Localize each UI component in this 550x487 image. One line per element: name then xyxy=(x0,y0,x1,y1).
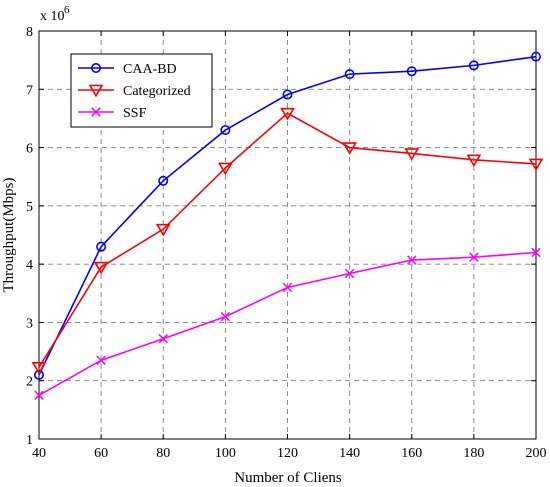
data-point-caa-bd xyxy=(468,60,479,71)
y-tick-label: 2 xyxy=(26,375,33,390)
x-tick-label: 180 xyxy=(463,446,484,461)
data-point-ssf xyxy=(407,255,417,265)
marker-stroke xyxy=(91,107,101,117)
y-tick-label: 4 xyxy=(26,258,33,273)
y-tick-label: 3 xyxy=(26,316,33,331)
y-tick-label: 1 xyxy=(26,433,33,448)
y-tick-label: 8 xyxy=(26,25,33,40)
data-point-categorized xyxy=(93,261,109,275)
series-layer xyxy=(31,51,544,401)
x-tick-label: 200 xyxy=(526,446,547,461)
x-axis-title: Number of Cliens xyxy=(234,470,342,486)
x-tick-label: 40 xyxy=(32,446,46,461)
x-tick-label: 140 xyxy=(339,446,360,461)
x-tick-label: 60 xyxy=(94,446,108,461)
marker-stroke xyxy=(344,268,355,279)
data-point-ssf xyxy=(469,252,479,262)
marker-stroke xyxy=(469,252,479,262)
ticks: 40 60 80 100 120 140 160 180 200 1 2 3 4 5 6 7 8 xyxy=(26,25,547,461)
data-point-ssf xyxy=(282,282,293,293)
marker-stroke xyxy=(96,355,106,366)
data-point-categorized xyxy=(280,107,295,121)
data-point-caa-bd xyxy=(282,89,293,100)
series-line-categorized xyxy=(38,112,537,368)
data-point-caa-bd xyxy=(158,175,169,186)
data-point-caa-bd xyxy=(530,51,541,62)
data-point-caa-bd xyxy=(220,125,231,136)
legend-marker-ssf xyxy=(91,107,101,117)
y-tick-label: 5 xyxy=(26,200,33,215)
data-point-categorized xyxy=(155,223,171,237)
data-point-caa-bd xyxy=(406,66,417,77)
data-point-categorized xyxy=(31,362,47,375)
marker-stroke xyxy=(34,390,44,401)
legend: CAA-BD Categorized SSF xyxy=(70,53,213,128)
data-point-ssf xyxy=(344,268,355,279)
data-point-categorized xyxy=(528,158,544,172)
y-tick-label: 7 xyxy=(26,83,33,98)
data-point-caa-bd xyxy=(96,241,107,252)
data-point-caa-bd xyxy=(344,69,355,80)
marker-stroke xyxy=(407,255,417,265)
data-point-ssf xyxy=(531,247,541,258)
legend-marker-caa-bd xyxy=(91,62,102,73)
marker-stroke xyxy=(158,334,168,344)
x-tick-label: 120 xyxy=(277,446,298,461)
data-point-ssf xyxy=(96,355,106,366)
series-line-caa-bd xyxy=(38,55,537,376)
y-multiplier-exponent: 6 xyxy=(64,4,70,16)
data-point-categorized xyxy=(466,154,482,168)
legend-label-categorized: Categorized xyxy=(123,84,191,99)
x-tick-label: 160 xyxy=(401,446,422,461)
data-point-ssf xyxy=(220,311,231,322)
x-tick-label: 100 xyxy=(215,446,236,461)
data-point-ssf xyxy=(158,334,168,344)
data-point-categorized xyxy=(217,162,233,176)
x-tick-label: 80 xyxy=(156,446,170,461)
data-point-categorized xyxy=(404,148,420,161)
marker-stroke xyxy=(282,282,293,293)
y-multiplier-base: x 10 xyxy=(40,9,65,24)
y-tick-label: 6 xyxy=(26,142,33,157)
legend-label-ssf: SSF xyxy=(123,106,147,121)
data-point-caa-bd xyxy=(33,369,44,380)
y-axis-title: Throughput(Mbps) xyxy=(1,178,17,293)
marker-stroke xyxy=(220,311,231,322)
data-point-categorized xyxy=(342,142,358,155)
marker-stroke xyxy=(531,247,541,258)
legend-label-caa-bd: CAA-BD xyxy=(123,62,177,77)
data-point-ssf xyxy=(34,390,44,401)
legend-marker-categorized xyxy=(88,84,104,98)
